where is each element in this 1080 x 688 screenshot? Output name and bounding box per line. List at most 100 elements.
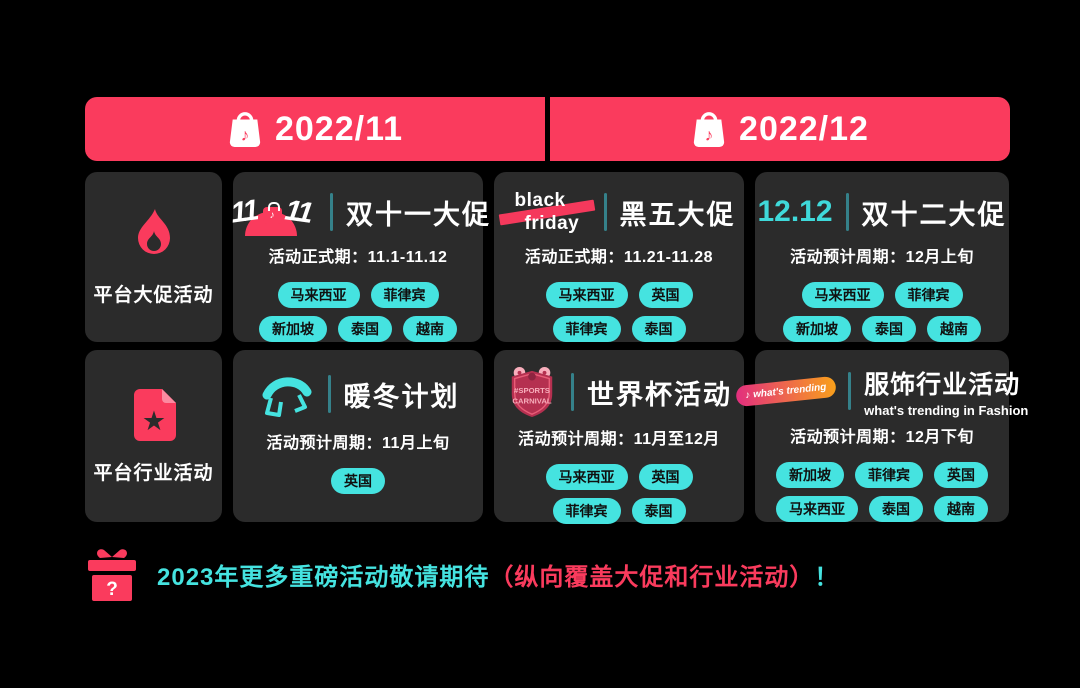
country-tag: 马来西亚 (776, 496, 858, 522)
logo-text: friday (524, 213, 580, 234)
tag-row: 马来西亚 英国 (545, 282, 693, 308)
event-card-worldcup: #SPORTS CARNIVAL 世界杯活动 活动预计周期：11月至12月 马来… (494, 350, 744, 524)
double12-logo: 12.12 (757, 195, 833, 228)
footer-text-pink: （纵向覆盖大促和行业活动） (489, 563, 815, 591)
card-title: 黑五大促 (619, 199, 736, 230)
country-tags: 马来西亚 菲律宾 新加坡 泰国 越南 (259, 282, 457, 342)
title-block: 服饰行业活动 what's trending in Fashion (864, 365, 1028, 418)
country-tag: 泰国 (631, 316, 686, 342)
country-tags: 新加坡 菲律宾 英国 马来西亚 泰国 越南 (776, 462, 988, 522)
country-tag: 英国 (934, 462, 988, 488)
card-title: 双十一大促 (346, 199, 491, 230)
country-tag: 马来西亚 (545, 464, 628, 490)
period-text: 活动预计周期：11月至12月 (518, 431, 720, 448)
footer-text-exclaim: ！ (814, 563, 840, 591)
country-tag: 越南 (403, 316, 457, 342)
category-label: 平台大促活动 (93, 285, 214, 306)
card-title: 服饰行业活动 (864, 370, 1021, 399)
country-tag: 泰国 (869, 496, 923, 522)
category-card-platform-promo: 平台大促活动 (85, 172, 222, 342)
month-banner: ♪ 2022/11 ♪ 2022/12 (85, 97, 1010, 161)
badge-text: CARNIVAL (512, 397, 551, 406)
country-tag: 泰国 (631, 498, 686, 524)
period-text: 活动正式期：11.21-11.28 (524, 249, 714, 266)
tag-row: 新加坡 泰国 越南 (783, 316, 981, 342)
logo-text: black (514, 190, 566, 211)
whats-trending-logo: ♪ what's trending (734, 375, 836, 407)
card-title: 双十二大促 (861, 199, 1007, 230)
country-tags: 马来西亚 英国 菲律宾 泰国 (545, 282, 693, 342)
tag-row: 英国 (331, 468, 385, 494)
event-card-double12: 12.12 双十二大促 活动预计周期：12月上旬 马来西亚 菲律宾 新加坡 泰国… (755, 172, 1009, 342)
country-tag: 马来西亚 (277, 282, 360, 308)
scarf-icon (262, 377, 311, 417)
header-divider (571, 373, 574, 411)
country-tag: 马来西亚 (801, 282, 884, 308)
logo-digits: 11 (229, 193, 260, 230)
period-text: 活动预计周期：11月上旬 (266, 435, 450, 452)
card-subtitle: what's trending in Fashion (864, 402, 1029, 418)
category-label: 平台行业活动 (93, 463, 214, 484)
event-card-fashion: ♪ what's trending 服饰行业活动 what's trending… (734, 350, 1028, 522)
card-header: #SPORTS CARNIVAL 世界杯活动 (506, 364, 732, 420)
country-tags: 马来西亚 菲律宾 新加坡 泰国 越南 (783, 282, 981, 342)
double11-logo: 11 ♪ 11 (225, 188, 317, 236)
tiktok-shop-bag-icon: ♪ (693, 112, 725, 147)
svg-text:★: ★ (141, 406, 165, 436)
country-tag: 新加坡 (259, 316, 327, 342)
tag-row: 菲律宾 泰国 (552, 498, 686, 524)
country-tag: 越南 (934, 496, 988, 522)
country-tag: 越南 (927, 316, 981, 342)
svg-text:?: ? (106, 579, 118, 600)
period-text: 活动预计周期：12月下旬 (790, 429, 974, 446)
country-tags: 英国 (331, 468, 385, 494)
logo-text: what's trending (752, 381, 827, 400)
country-tag: 马来西亚 (545, 282, 628, 308)
header-divider (327, 375, 331, 413)
country-tag: 新加坡 (776, 462, 844, 488)
tag-row: 新加坡 泰国 越南 (259, 316, 457, 342)
footer-note: ? 2023年更多重磅活动敬请期待（纵向覆盖大促和行业活动）！ (85, 545, 839, 603)
document-star-icon: ★ (133, 389, 176, 441)
card-header: 11 ♪ 11 双十一大促 (225, 186, 491, 238)
header-divider (845, 193, 849, 231)
flame-icon (137, 209, 170, 254)
country-tag: 菲律宾 (552, 498, 621, 524)
logo-digits: 11 (282, 193, 313, 230)
footer-text-cyan: 2023年更多重磅活动敬请期待 (157, 563, 490, 591)
country-tag: 泰国 (338, 316, 392, 342)
event-card-double11: 11 ♪ 11 双十一大促 活动正式期：11.1-11.12 马来西亚 菲律宾 … (229, 172, 489, 342)
period-text: 活动正式期：11.1-11.12 (268, 249, 448, 266)
tag-row: 马来西亚 泰国 越南 (776, 496, 988, 522)
card-header: 12.12 双十二大促 (757, 186, 1006, 238)
country-tag: 菲律宾 (552, 316, 621, 342)
period-text: 活动预计周期：12月上旬 (790, 249, 974, 266)
header-divider (603, 193, 607, 231)
tag-row: 菲律宾 泰国 (552, 316, 686, 342)
country-tag: 菲律宾 (855, 462, 923, 488)
footer-text: 2023年更多重磅活动敬请期待（纵向覆盖大促和行业活动）！ (157, 557, 839, 592)
month-section-2022-12: ♪ 2022/12 (550, 97, 1010, 161)
country-tags: 马来西亚 英国 菲律宾 泰国 (545, 464, 693, 524)
activity-grid: 平台大促活动 11 ♪ 11 双十一大促 活动正式期：11.1-11.12 马来… (85, 172, 1028, 524)
header-divider (330, 193, 333, 231)
country-tag: 菲律宾 (370, 282, 439, 308)
black-friday-logo: black friday (498, 187, 595, 237)
svg-text:♪: ♪ (241, 125, 250, 144)
country-tag: 新加坡 (783, 316, 851, 342)
gift-question-icon: ? (88, 549, 136, 601)
badge-text: #SPORTS (514, 386, 550, 395)
country-tag: 英国 (331, 468, 385, 494)
tiktok-shop-bag-icon: ♪ (229, 112, 261, 147)
event-card-winter-plan: 暖冬计划 活动预计周期：11月上旬 英国 (233, 350, 483, 522)
card-title: 暖冬计划 (343, 381, 460, 412)
banner-divider (545, 97, 550, 161)
tag-row: 马来西亚 菲律宾 (277, 282, 439, 308)
event-card-blackfriday: black friday 黑五大促 活动正式期：11.21-11.28 马来西亚… (494, 172, 744, 342)
country-tag: 英国 (638, 464, 693, 490)
svg-text:♪: ♪ (705, 125, 714, 144)
country-tag: 泰国 (862, 316, 916, 342)
tag-row: 马来西亚 英国 (545, 464, 693, 490)
month-label: 2022/11 (274, 109, 404, 148)
